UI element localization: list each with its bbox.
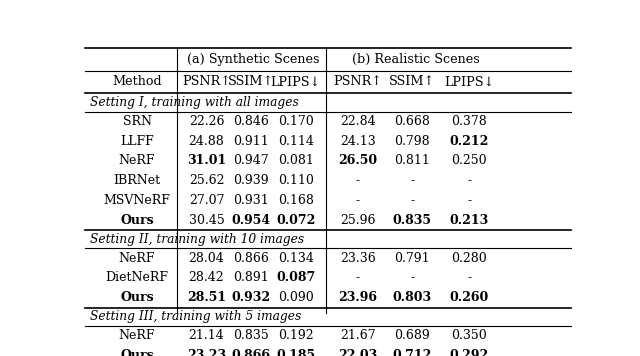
Text: 0.185: 0.185 bbox=[276, 349, 316, 356]
Text: DietNeRF: DietNeRF bbox=[106, 271, 168, 284]
Text: 0.954: 0.954 bbox=[232, 214, 271, 226]
Text: 0.947: 0.947 bbox=[234, 155, 269, 167]
Text: 25.96: 25.96 bbox=[340, 214, 376, 226]
Text: 0.791: 0.791 bbox=[394, 252, 430, 265]
Text: MSVNeRF: MSVNeRF bbox=[104, 194, 170, 207]
Text: NeRF: NeRF bbox=[119, 329, 156, 342]
Text: 0.110: 0.110 bbox=[278, 174, 314, 187]
Text: NeRF: NeRF bbox=[119, 155, 156, 167]
Text: 0.170: 0.170 bbox=[278, 115, 314, 128]
Text: 0.866: 0.866 bbox=[233, 252, 269, 265]
Text: 0.712: 0.712 bbox=[392, 349, 432, 356]
Text: NeRF: NeRF bbox=[119, 252, 156, 265]
Text: 0.798: 0.798 bbox=[394, 135, 430, 148]
Text: 0.378: 0.378 bbox=[451, 115, 487, 128]
Text: Ours: Ours bbox=[120, 214, 154, 226]
Text: 28.51: 28.51 bbox=[187, 291, 226, 304]
Text: 21.67: 21.67 bbox=[340, 329, 376, 342]
Text: 0.350: 0.350 bbox=[451, 329, 487, 342]
Text: (a) Synthetic Scenes: (a) Synthetic Scenes bbox=[188, 53, 320, 66]
Text: LPIPS↓: LPIPS↓ bbox=[444, 75, 495, 88]
Text: -: - bbox=[467, 194, 472, 207]
Text: 28.04: 28.04 bbox=[189, 252, 225, 265]
Text: -: - bbox=[467, 271, 472, 284]
Text: 0.866: 0.866 bbox=[232, 349, 271, 356]
Text: 0.811: 0.811 bbox=[394, 155, 430, 167]
Text: PSNR↑: PSNR↑ bbox=[182, 75, 231, 88]
Text: -: - bbox=[410, 194, 414, 207]
Text: -: - bbox=[467, 174, 472, 187]
Text: -: - bbox=[356, 271, 360, 284]
Text: 0.835: 0.835 bbox=[233, 329, 269, 342]
Text: 0.689: 0.689 bbox=[394, 329, 430, 342]
Text: 0.911: 0.911 bbox=[233, 135, 269, 148]
Text: PSNR↑: PSNR↑ bbox=[333, 75, 382, 88]
Text: 0.081: 0.081 bbox=[278, 155, 314, 167]
Text: 31.01: 31.01 bbox=[187, 155, 226, 167]
Text: 22.26: 22.26 bbox=[189, 115, 224, 128]
Text: 23.36: 23.36 bbox=[340, 252, 376, 265]
Text: Setting I, training with all images: Setting I, training with all images bbox=[90, 96, 299, 109]
Text: SSIM↑: SSIM↑ bbox=[389, 75, 435, 88]
Text: 0.280: 0.280 bbox=[451, 252, 487, 265]
Text: 0.835: 0.835 bbox=[393, 214, 432, 226]
Text: 21.14: 21.14 bbox=[189, 329, 225, 342]
Text: 0.939: 0.939 bbox=[234, 174, 269, 187]
Text: 22.03: 22.03 bbox=[338, 349, 378, 356]
Text: 0.250: 0.250 bbox=[452, 155, 487, 167]
Text: 30.45: 30.45 bbox=[189, 214, 225, 226]
Text: 23.96: 23.96 bbox=[339, 291, 377, 304]
Text: 0.090: 0.090 bbox=[278, 291, 314, 304]
Text: Method: Method bbox=[112, 75, 162, 88]
Text: 0.134: 0.134 bbox=[278, 252, 314, 265]
Text: 22.84: 22.84 bbox=[340, 115, 376, 128]
Text: Setting II, training with 10 images: Setting II, training with 10 images bbox=[90, 232, 304, 246]
Text: 0.932: 0.932 bbox=[232, 291, 271, 304]
Text: (b) Realistic Scenes: (b) Realistic Scenes bbox=[352, 53, 480, 66]
Text: 0.846: 0.846 bbox=[233, 115, 269, 128]
Text: 0.072: 0.072 bbox=[276, 214, 316, 226]
Text: Ours: Ours bbox=[120, 291, 154, 304]
Text: 0.087: 0.087 bbox=[276, 271, 316, 284]
Text: 24.88: 24.88 bbox=[189, 135, 225, 148]
Text: 24.13: 24.13 bbox=[340, 135, 376, 148]
Text: 0.292: 0.292 bbox=[450, 349, 489, 356]
Text: SRN: SRN bbox=[122, 115, 152, 128]
Text: Setting III, training with 5 images: Setting III, training with 5 images bbox=[90, 310, 301, 323]
Text: -: - bbox=[356, 194, 360, 207]
Text: 0.212: 0.212 bbox=[450, 135, 489, 148]
Text: 25.62: 25.62 bbox=[189, 174, 224, 187]
Text: Ours: Ours bbox=[120, 349, 154, 356]
Text: LLFF: LLFF bbox=[120, 135, 154, 148]
Text: -: - bbox=[410, 271, 414, 284]
Text: 0.192: 0.192 bbox=[278, 329, 314, 342]
Text: IBRNet: IBRNet bbox=[113, 174, 161, 187]
Text: 28.42: 28.42 bbox=[189, 271, 224, 284]
Text: 0.114: 0.114 bbox=[278, 135, 314, 148]
Text: 0.668: 0.668 bbox=[394, 115, 430, 128]
Text: 0.260: 0.260 bbox=[450, 291, 489, 304]
Text: 27.07: 27.07 bbox=[189, 194, 224, 207]
Text: 0.168: 0.168 bbox=[278, 194, 314, 207]
Text: -: - bbox=[356, 174, 360, 187]
Text: 0.803: 0.803 bbox=[393, 291, 432, 304]
Text: 26.50: 26.50 bbox=[338, 155, 378, 167]
Text: -: - bbox=[410, 174, 414, 187]
Text: 0.931: 0.931 bbox=[233, 194, 269, 207]
Text: 0.891: 0.891 bbox=[233, 271, 269, 284]
Text: LPIPS↓: LPIPS↓ bbox=[271, 75, 321, 88]
Text: SSIM↑: SSIM↑ bbox=[228, 75, 274, 88]
Text: 23.23: 23.23 bbox=[187, 349, 226, 356]
Text: 0.213: 0.213 bbox=[450, 214, 489, 226]
